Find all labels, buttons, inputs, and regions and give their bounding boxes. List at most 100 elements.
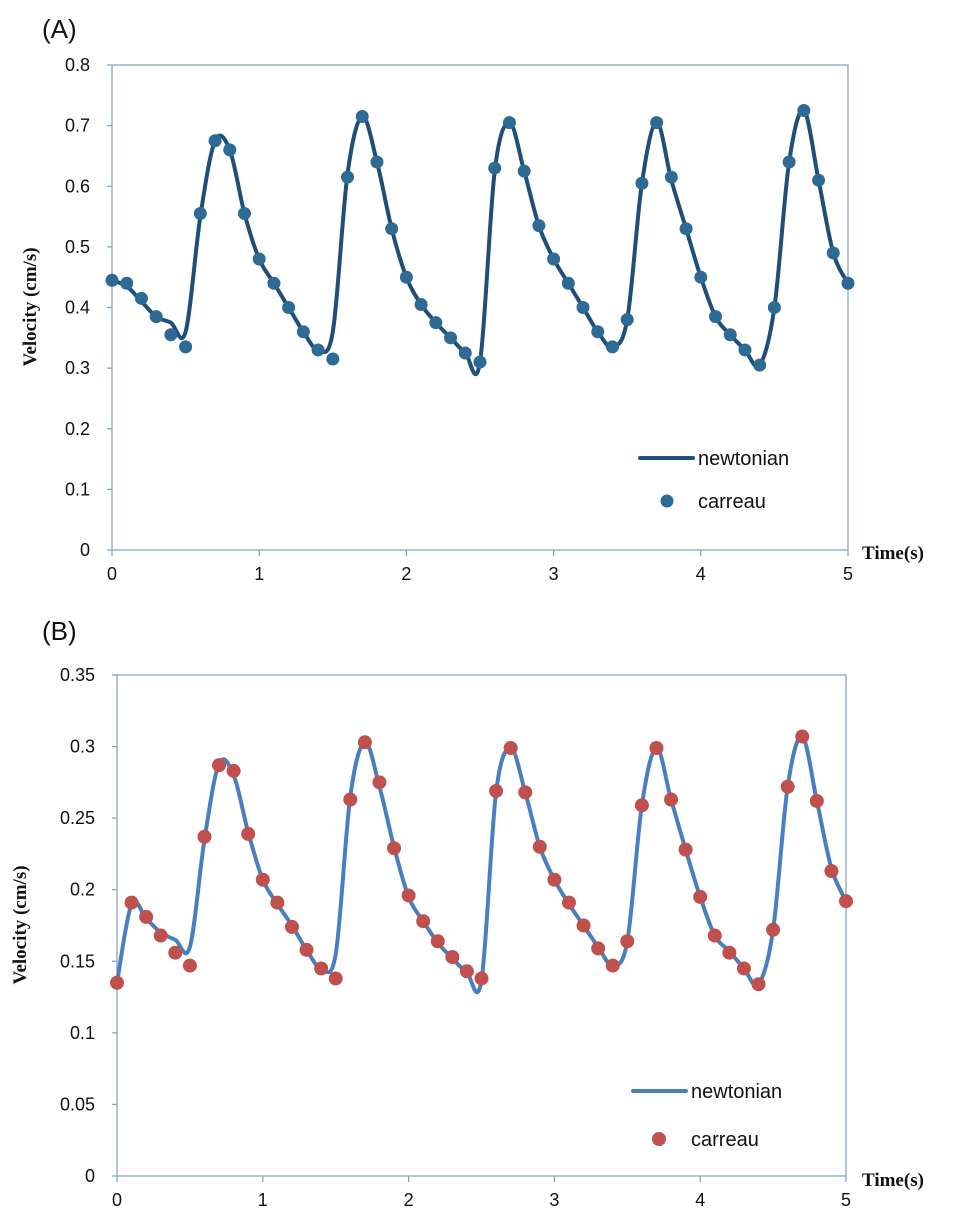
panel-b-carreau-point [809, 793, 824, 808]
panel-b-carreau-point [634, 798, 649, 813]
y-tick-label: 0.6 [65, 176, 90, 196]
y-tick-label: 0.25 [60, 808, 95, 828]
panel-b-carreau-point [824, 864, 839, 879]
panel-a-carreau-point [429, 316, 443, 330]
panel-b-carreau-point [839, 894, 853, 909]
panel-b-y-ticks [112, 674, 117, 1177]
panel-a-carreau-point [502, 116, 516, 130]
y-tick-label: 0.3 [70, 737, 95, 757]
panel-b-carreau-point [620, 934, 635, 949]
panel-b-carreau-point [401, 888, 416, 903]
panel-a-carreau-point [341, 170, 355, 184]
x-tick-label: 2 [404, 1190, 414, 1210]
panel-b-x-axis-title: Time(s) [862, 1170, 924, 1191]
panel-a-carreau-point [326, 352, 340, 366]
panel-a-carreau-point [267, 276, 281, 290]
panel-b-carreau-point [547, 872, 562, 887]
panel-b-carreau-point [693, 889, 708, 904]
panel-a-carreau-point [282, 301, 296, 314]
panel-b-carreau-point [489, 783, 504, 798]
y-tick-label: 0 [80, 540, 90, 560]
panel-b-carreau-point [372, 775, 387, 790]
panel-b-y-axis-title: Velocity (cm/s) [10, 865, 31, 984]
panel-b-carreau-point [153, 928, 168, 943]
panel-b-carreau-point [722, 945, 737, 960]
panel-b-carreau-point [139, 909, 154, 924]
panel-a-y-tick-labels: 0 0.1 0.2 0.3 0.4 0.5 0.6 0.7 0.8 [65, 55, 90, 560]
panel-a-carreau-point [694, 270, 708, 284]
panel-a-carreau-point [120, 276, 134, 290]
panel-b-carreau-point [532, 839, 547, 854]
panel-b-carreau-point [678, 842, 693, 857]
panel-a-carreau-point [561, 276, 575, 290]
panel-b-newtonian-line [115, 734, 848, 995]
panel-a-carreau-point [738, 343, 752, 357]
panel-a-carreau-point [605, 340, 619, 354]
y-tick-label: 0.8 [65, 55, 90, 75]
panel-a-carreau-point [723, 328, 737, 342]
x-tick-label: 3 [549, 1190, 559, 1210]
x-tick-label: 0 [112, 1190, 122, 1210]
y-tick-label: 0.1 [70, 1023, 95, 1043]
panel-a-carreau-point [370, 155, 384, 169]
x-tick-label: 3 [549, 564, 559, 584]
x-tick-label: 5 [841, 1190, 851, 1210]
panel-a-carreau-point [620, 313, 634, 327]
panel-a-label: (A) [42, 14, 77, 44]
panel-a-carreau-point [532, 219, 546, 233]
panel-a-carreau-point [399, 270, 413, 284]
x-tick-label: 0 [107, 564, 117, 584]
panel-a-carreau-point [458, 346, 472, 360]
panel-a-carreau-point [237, 207, 251, 221]
x-tick-label: 2 [401, 564, 411, 584]
panel-b-carreau-point [124, 895, 139, 910]
panel-a-carreau-point [664, 170, 678, 184]
y-tick-label: 0.05 [60, 1094, 95, 1114]
panel-a-carreau-point [635, 176, 649, 190]
x-tick-label: 4 [696, 564, 706, 584]
x-tick-label: 1 [254, 564, 264, 584]
y-tick-label: 0 [85, 1166, 95, 1186]
y-tick-label: 0.7 [65, 116, 90, 136]
panel-b-carreau-point [591, 941, 606, 956]
panel-b-carreau-point [518, 785, 533, 800]
panel-b-carreau-markers [110, 729, 853, 992]
panel-a-carreau-point [753, 358, 767, 372]
panel-a-carreau-point [355, 110, 369, 124]
panel-a-carreau-point [193, 207, 207, 221]
y-tick-label: 0.5 [65, 237, 90, 257]
x-tick-label: 1 [258, 1190, 268, 1210]
panel-a-carreau-point [767, 301, 781, 314]
panel-b-x-ticks [116, 1176, 847, 1182]
panel-a-carreau-point [149, 310, 163, 324]
panel-b-carreau-point [416, 914, 431, 929]
panel-b-carreau-point [576, 918, 591, 933]
panel-a-carreau-point [179, 340, 193, 354]
panel-a-carreau-point [782, 155, 796, 169]
panel-a-legend-newtonian: newtonian [698, 448, 789, 470]
y-tick-label: 0.1 [65, 479, 90, 499]
panel-b-carreau-point [270, 895, 285, 910]
panel-b: (B) 0 0.05 0.1 0.15 0.2 0.25 0.3 0.35 0 1 2 3 4 5 Ve… [10, 616, 924, 1210]
panel-b-carreau-point [255, 872, 270, 887]
panel-b-carreau-point [197, 829, 212, 844]
panel-a-carreau-point [797, 103, 811, 117]
panel-b-carreau-point [241, 826, 256, 841]
panel-a-carreau-point [134, 291, 148, 305]
panel-a-carreau-point [444, 331, 458, 345]
panel-a-carreau-point [679, 222, 693, 236]
y-tick-label: 0.2 [65, 419, 90, 439]
y-tick-label: 0.2 [70, 880, 95, 900]
panel-b-carreau-point [445, 949, 460, 964]
panel-a-legend: newtonian carreau [638, 448, 789, 513]
panel-b-legend-carreau: carreau [691, 1129, 759, 1151]
panel-a-x-axis-title: Time(s) [862, 543, 924, 564]
panel-b-carreau-point [474, 971, 489, 986]
panel-b-carreau-point [357, 735, 372, 750]
panel-a-carreau-point [517, 164, 531, 178]
panel-b-carreau-point [226, 763, 241, 778]
panel-b-carreau-point [561, 895, 576, 910]
panel-b-label: (B) [42, 616, 77, 646]
panel-a-newtonian-line [110, 108, 850, 377]
